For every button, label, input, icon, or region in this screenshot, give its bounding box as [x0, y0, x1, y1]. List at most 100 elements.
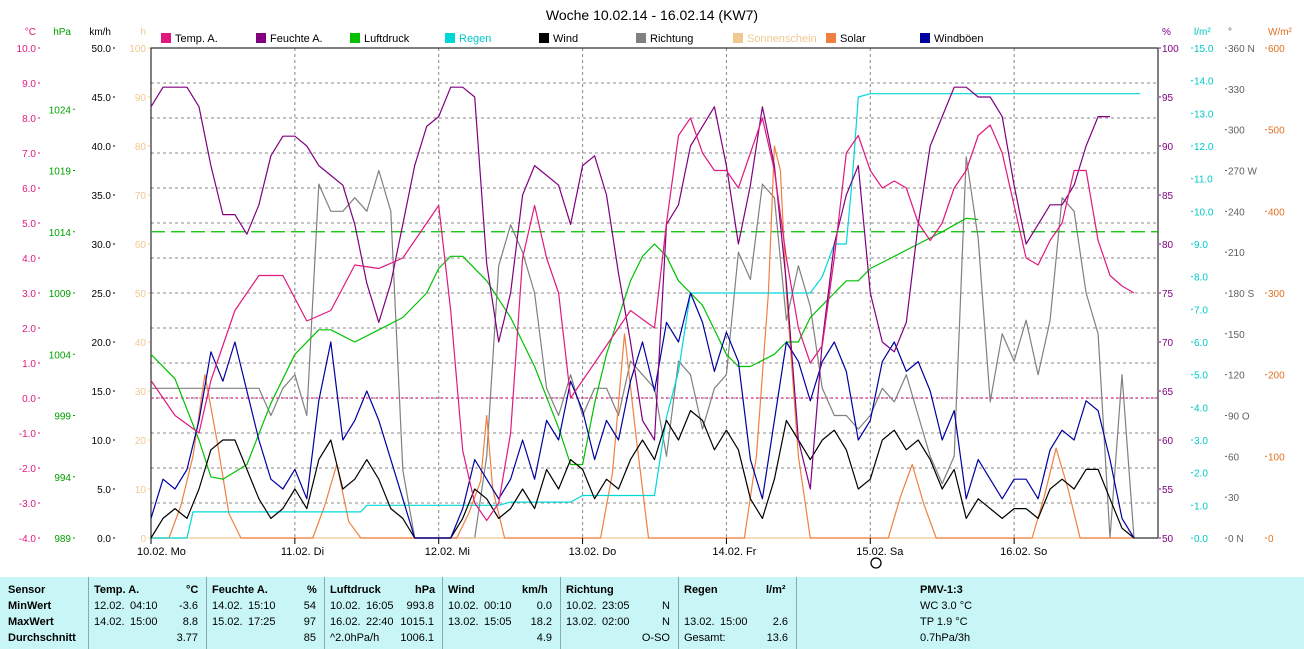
tick-label-press: 1004 — [49, 350, 72, 361]
day-label: 10.02. Mo — [137, 546, 186, 558]
series-line-regen — [151, 93, 1140, 539]
temp-max-time: 15:00 — [130, 616, 158, 628]
press-max-time: 22:40 — [366, 616, 394, 628]
tick-label-solar: 400 — [1268, 207, 1285, 218]
day-label: 15.02. Sa — [856, 546, 904, 558]
tick-label-temp: 10.0 — [17, 44, 37, 55]
tick-label-temp: 6.0 — [22, 184, 36, 195]
tick-label-dir: 360 N — [1228, 44, 1255, 55]
tick-label-rain: 2.0 — [1194, 469, 1208, 480]
tick-label-hum: 60 — [1162, 436, 1174, 447]
tick-label-dir: 90 O — [1228, 412, 1250, 423]
dir-max-time: 02:00 — [602, 616, 630, 628]
series-line-solar — [151, 145, 1134, 539]
row-label-max: MaxWert — [8, 616, 54, 628]
axis-unit-solar: W/m² — [1268, 27, 1293, 38]
legend-swatch — [826, 33, 836, 43]
tick-label-rain: 10.0 — [1194, 207, 1214, 218]
tick-label-press: 1014 — [49, 228, 72, 239]
divider — [442, 577, 443, 649]
divider — [206, 577, 207, 649]
wind-min-date: 10.02. — [448, 600, 479, 612]
header-rain-unit: l/m² — [766, 584, 786, 596]
tick-label-hum: 90 — [1162, 142, 1174, 153]
wind-max-date: 13.02. — [448, 616, 479, 628]
tick-label-rain: 1.0 — [1194, 501, 1208, 512]
dir-max-date: 13.02. — [566, 616, 597, 628]
dir-min-date: 10.02. — [566, 600, 597, 612]
wind-min-value: 0.0 — [536, 600, 552, 612]
tick-label-dir: 240 — [1228, 207, 1245, 218]
tick-label-solar: 500 — [1268, 126, 1285, 137]
tick-label-rain: 4.0 — [1194, 403, 1208, 414]
rain-max-date: 13.02. — [684, 616, 715, 628]
day-label: 16.02. So — [1000, 546, 1047, 558]
axis-unit-rain: l/m² — [1194, 27, 1211, 38]
divider — [324, 577, 325, 649]
hum-max-date: 15.02. — [212, 616, 243, 628]
tick-label-sun: 30 — [135, 387, 147, 398]
rain-max-time: 15:00 — [720, 616, 748, 628]
header-wind: Wind — [448, 584, 475, 596]
legend-label: Regen — [459, 33, 491, 45]
header-temp: Temp. A. — [94, 584, 140, 596]
tick-label-temp: 9.0 — [22, 79, 36, 90]
header-sensor: Sensor — [8, 584, 46, 596]
tick-label-wind: 35.0 — [92, 191, 112, 202]
tick-label-sun: 10 — [135, 485, 147, 496]
tick-label-temp: 5.0 — [22, 219, 36, 230]
press-avg-value: 1006.1 — [400, 632, 434, 644]
row-label-avg: Durchschnitt — [8, 632, 76, 644]
tick-label-sun: 0 — [140, 534, 146, 545]
tick-label-temp: 0.0 — [22, 394, 36, 405]
tick-label-rain: 13.0 — [1194, 109, 1214, 120]
pmv-dewpoint: TP 1.9 °C — [920, 616, 968, 628]
hum-min-value: 54 — [303, 600, 316, 612]
tick-label-wind: 45.0 — [92, 93, 112, 104]
header-rain: Regen — [684, 584, 718, 596]
legend-label: Sonnenschein — [747, 33, 817, 45]
series-line-wind — [150, 410, 1135, 539]
tick-label-dir: 150 — [1228, 330, 1245, 341]
pmv-pressure-trend: 0.7hPa/3h — [920, 632, 971, 644]
grid — [150, 47, 1159, 539]
tick-label-dir: 0 N — [1228, 534, 1244, 545]
tick-label-sun: 50 — [135, 289, 147, 300]
tick-label-temp: -4.0 — [19, 534, 37, 545]
temp-max-date: 14.02. — [94, 616, 125, 628]
tick-label-dir: 30 — [1228, 493, 1240, 504]
plot-area — [150, 47, 1159, 539]
hum-avg-value: 85 — [303, 632, 316, 644]
tick-label-wind: 15.0 — [92, 387, 112, 398]
rain-max-value: 2.6 — [772, 616, 788, 628]
tick-label-hum: 95 — [1162, 93, 1174, 104]
tick-label-wind: 40.0 — [92, 142, 112, 153]
tick-label-rain: 3.0 — [1194, 436, 1208, 447]
divider — [796, 577, 797, 649]
legend-label: Solar — [840, 33, 866, 45]
legend-swatch — [350, 33, 360, 43]
tick-label-hum: 85 — [1162, 191, 1174, 202]
series-line-feuchte-a — [150, 86, 1110, 490]
temp-max-value: 8.8 — [182, 616, 198, 628]
tick-label-temp: 2.0 — [22, 324, 36, 335]
legend-swatch — [445, 33, 455, 43]
tick-label-wind: 20.0 — [92, 338, 112, 349]
header-hum: Feuchte A. — [212, 584, 268, 596]
header-press-unit: hPa — [415, 584, 436, 596]
tick-label-temp: -2.0 — [19, 464, 37, 475]
tick-label-temp: 7.0 — [22, 149, 36, 160]
header-dir: Richtung — [566, 584, 614, 596]
pmv-windchill: WC 3.0 °C — [920, 600, 973, 612]
day-label: 12.02. Mi — [425, 546, 470, 558]
series-line-windb-en — [150, 292, 1135, 539]
temp-min-time: 04:10 — [130, 600, 158, 612]
tick-label-rain: 9.0 — [1194, 240, 1208, 251]
tick-label-dir: 270 W — [1228, 167, 1257, 178]
tick-label-hum: 100 — [1162, 44, 1179, 55]
statistics-panel: Sensor Temp. A. °C Feuchte A. % Luftdruc… — [0, 577, 1304, 649]
wind-max-value: 18.2 — [530, 616, 552, 628]
legend-swatch — [920, 33, 930, 43]
press-max-value: 1015.1 — [400, 616, 434, 628]
